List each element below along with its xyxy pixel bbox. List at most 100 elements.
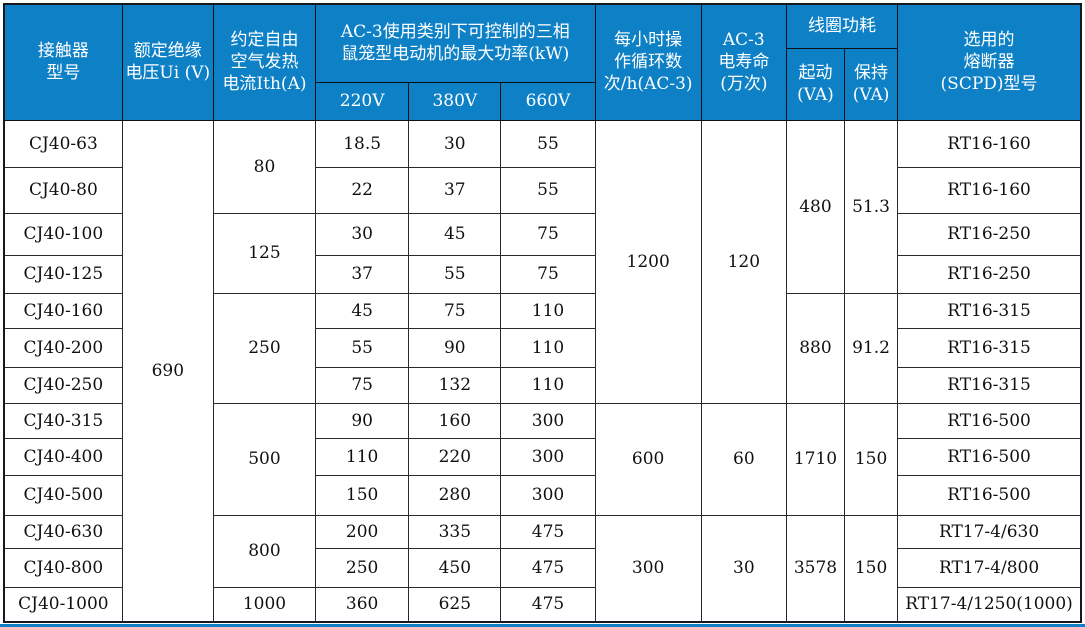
value-cell: 360: [315, 586, 410, 623]
model-cell: CJ40-315: [3, 402, 123, 439]
fuse-cell: RT16-250: [897, 254, 1082, 294]
col-fuse-scpd-model: 选用的 熔断器 (SCPD)型号: [897, 3, 1082, 121]
value-cell: 880: [785, 292, 846, 404]
value-cell: 450: [408, 547, 502, 588]
value-cell: 45: [408, 212, 502, 256]
value-cell: 110: [500, 327, 596, 368]
value-cell: 45: [315, 292, 410, 329]
value-cell: 335: [408, 514, 502, 549]
value-cell: 150: [843, 514, 899, 623]
bottom-accent-line: [0, 624, 1085, 627]
value-cell: 132: [408, 366, 502, 404]
value-cell: 37: [408, 166, 502, 214]
table-row: CJ40-315 500 90 160 300 600 60 1710 150 RT16-500: [3, 402, 1082, 516]
fuse-cell: RT16-500: [897, 437, 1082, 476]
value-cell: 110: [500, 366, 596, 404]
table-row: CJ40-400 110 220 300 RT16-500: [3, 437, 1082, 476]
table-row: CJ40-800 250 450 475 RT17-4/800: [3, 547, 1082, 588]
value-cell: 55: [315, 327, 410, 368]
model-cell: CJ40-100: [3, 212, 123, 256]
fuse-cell: RT17-4/1250(1000): [897, 586, 1082, 623]
value-cell: 600: [594, 402, 702, 516]
value-cell: 300: [500, 437, 596, 476]
model-cell: CJ40-400: [3, 437, 123, 476]
value-cell: 110: [315, 437, 410, 476]
col-electrical-life: AC-3 电寿命 (万次): [700, 3, 787, 121]
value-cell: 37: [315, 254, 410, 294]
model-cell: CJ40-800: [3, 547, 123, 588]
col-operating-cycles-per-hour: 每小时操 作循环数 次/h(AC-3): [594, 3, 702, 121]
value-cell: 480: [785, 119, 846, 294]
value-cell: 500: [212, 402, 317, 516]
value-cell: 30: [700, 514, 787, 623]
value-cell: 475: [500, 547, 596, 588]
table-row: CJ40-100 125 30 45 75 RT16-250: [3, 212, 1082, 294]
col-contactor-model: 接触器 型号: [3, 3, 123, 121]
value-cell: 30: [408, 119, 502, 168]
col-max-motor-power-group: AC-3使用类别下可控制的三相 鼠笼型电动机的最大功率(kW): [315, 3, 596, 83]
value-cell: 90: [408, 327, 502, 368]
value-cell: 75: [315, 366, 410, 404]
table-row: CJ40-63 690 80 18.5 30 55 1200 120 480 51.3 RT16-1…: [3, 119, 1082, 623]
value-cell: 160: [408, 402, 502, 439]
col-conventional-thermal-current: 约定自由 空气发热 电流Ith(A): [212, 3, 317, 121]
value-cell: 60: [700, 402, 787, 516]
fuse-cell: RT16-500: [897, 474, 1082, 516]
value-cell: 300: [500, 402, 596, 439]
table-row: CJ40-200 55 90 110 RT16-315: [3, 327, 1082, 368]
model-cell: CJ40-500: [3, 474, 123, 516]
col-380v: 380V: [408, 81, 502, 121]
table-row: CJ40-250 75 132 110 RT16-315: [3, 366, 1082, 404]
value-cell: 220: [408, 437, 502, 476]
value-cell: 55: [500, 119, 596, 168]
value-cell: 125: [212, 212, 317, 294]
table-row: CJ40-500 150 280 300 RT16-500: [3, 474, 1082, 516]
value-cell: 18.5: [315, 119, 410, 168]
value-cell: 3578: [785, 514, 846, 623]
fuse-cell: RT16-160: [897, 166, 1082, 214]
fuse-cell: RT16-315: [897, 292, 1082, 329]
value-cell: 625: [408, 586, 502, 623]
value-cell: 110: [500, 292, 596, 329]
value-cell: 22: [315, 166, 410, 214]
model-cell: CJ40-630: [3, 514, 123, 549]
value-cell: 800: [212, 514, 317, 588]
value-cell: 150: [315, 474, 410, 516]
value-cell: 300: [594, 514, 702, 623]
table-row: CJ40-1000 1000 360 625 475 RT17-4/1250(1000): [3, 586, 1082, 623]
table-row: CJ40-125 37 55 75 RT16-250: [3, 254, 1082, 294]
value-cell: 250: [315, 547, 410, 588]
value-cell: 200: [315, 514, 410, 549]
value-cell: 475: [500, 586, 596, 623]
fuse-cell: RT16-315: [897, 366, 1082, 404]
value-cell: 75: [500, 212, 596, 256]
value-cell: 91.2: [843, 292, 899, 404]
value-cell: 690: [121, 119, 214, 623]
value-cell: 475: [500, 514, 596, 549]
fuse-cell: RT16-315: [897, 327, 1082, 368]
model-cell: CJ40-63: [3, 119, 123, 168]
table-row: CJ40-630 800 200 335 475 300 30 3578 150 RT17-4/6…: [3, 514, 1082, 623]
col-coil-starting-va: 起动 (VA): [785, 47, 846, 121]
table-row: CJ40-80 22 37 55 RT16-160: [3, 166, 1082, 214]
model-cell: CJ40-160: [3, 292, 123, 329]
value-cell: 1200: [594, 119, 702, 404]
model-cell: CJ40-80: [3, 166, 123, 214]
fuse-cell: RT16-160: [897, 119, 1082, 168]
value-cell: 30: [315, 212, 410, 256]
value-cell: 51.3: [843, 119, 899, 294]
col-660v: 660V: [500, 81, 596, 121]
model-cell: CJ40-1000: [3, 586, 123, 623]
fuse-cell: RT17-4/630: [897, 514, 1082, 549]
value-cell: 55: [500, 166, 596, 214]
col-rated-insulation-voltage: 额定绝缘 电压Ui (V): [121, 3, 214, 121]
fuse-cell: RT16-500: [897, 402, 1082, 439]
contactor-spec-table: 接触器 型号 额定绝缘 电压Ui (V) 约定自由 空气发热 电流Ith(A) AC-…: [3, 3, 1082, 623]
value-cell: 1710: [785, 402, 846, 516]
value-cell: 1000: [212, 586, 317, 623]
value-cell: 75: [500, 254, 596, 294]
table-head: 接触器 型号 额定绝缘 电压Ui (V) 约定自由 空气发热 电流Ith(A) AC-…: [3, 3, 1082, 121]
model-cell: CJ40-250: [3, 366, 123, 404]
fuse-cell: RT17-4/800: [897, 547, 1082, 588]
table-body: CJ40-63 690 80 18.5 30 55 1200 120 480 51.3 RT16-1…: [3, 119, 1082, 623]
